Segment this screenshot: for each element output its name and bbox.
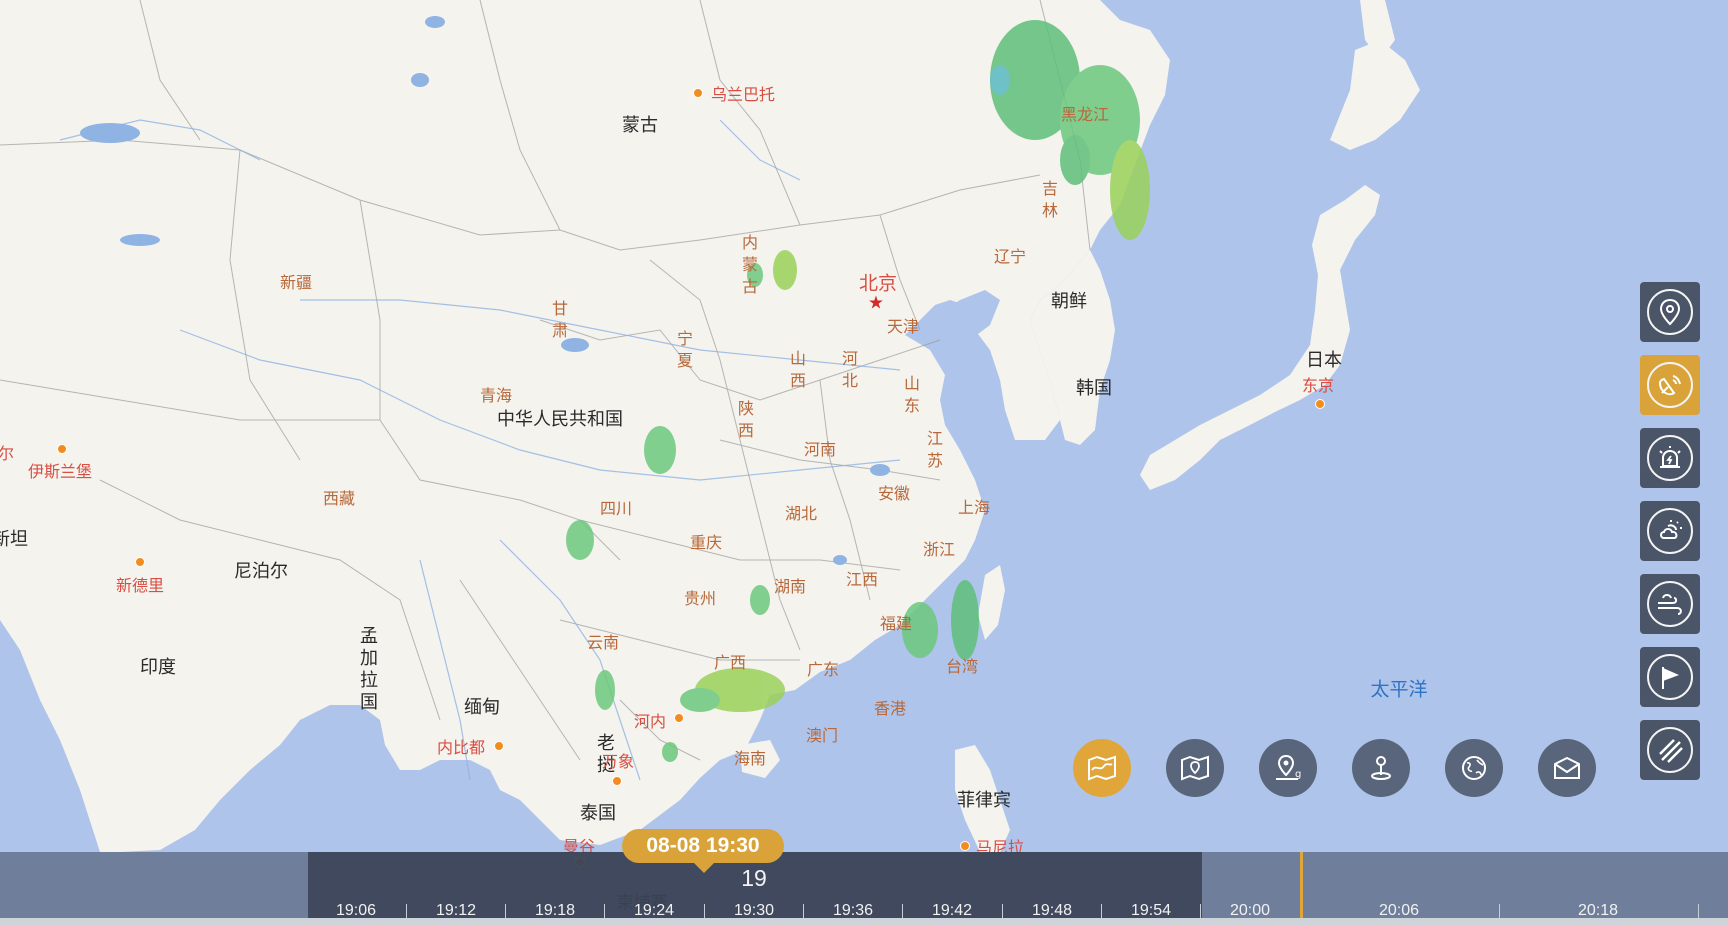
tick-line <box>704 904 705 926</box>
tick-line <box>406 904 407 926</box>
radar-dish-icon <box>1658 375 1681 396</box>
tick-label[interactable]: 19:24 <box>633 902 675 919</box>
city-dot-hanoi <box>674 713 684 723</box>
tick-label[interactable]: 20:18 <box>1577 902 1619 919</box>
land-hainan <box>740 740 780 778</box>
wind-button[interactable] <box>1640 574 1700 634</box>
tick-line <box>1101 904 1102 926</box>
map-layer-icon <box>1088 755 1116 781</box>
flag-icon <box>1662 667 1679 689</box>
tick-label[interactable]: 19:42 <box>931 902 973 919</box>
radar-button[interactable] <box>1640 355 1700 415</box>
hatch-icon <box>1659 739 1683 763</box>
tick-line <box>1499 904 1500 926</box>
tick-label[interactable]: 19:18 <box>534 902 576 919</box>
alarm-siren-icon <box>1659 446 1681 468</box>
tick-label[interactable]: 20:00 <box>1229 902 1271 919</box>
map-pin-icon: g <box>1276 754 1301 780</box>
layer-button-message[interactable] <box>1538 739 1596 797</box>
current-time-badge[interactable]: 08-08 19:30 <box>622 829 784 863</box>
city-dot-manila <box>960 841 970 851</box>
wind-icon <box>1658 594 1682 615</box>
tick-line <box>505 904 506 926</box>
tick-label[interactable]: 20:06 <box>1378 902 1420 919</box>
land-taiwan <box>978 565 1005 640</box>
land-hokkaido <box>1330 40 1420 150</box>
mail-map-icon <box>1554 756 1580 779</box>
time-badge-pointer <box>693 862 715 873</box>
more-button[interactable] <box>1640 720 1700 780</box>
tick-line <box>803 904 804 926</box>
tick-label[interactable]: 19:48 <box>1031 902 1073 919</box>
location-pin-icon <box>1659 298 1681 326</box>
city-dot-vientiane <box>612 776 622 786</box>
land-mass-asia <box>0 0 1170 852</box>
person-pin-icon <box>1371 756 1391 780</box>
tick-label[interactable]: 19:54 <box>1130 902 1172 919</box>
timeline-played-range <box>308 852 1202 926</box>
timeline-bottom-strip <box>0 918 1728 926</box>
tick-line <box>1698 904 1699 926</box>
city-dot-ulaanbaatar <box>693 88 703 98</box>
bohai-sea <box>930 290 1000 345</box>
alert-button[interactable] <box>1640 428 1700 488</box>
tick-label[interactable]: 19:30 <box>733 902 775 919</box>
city-dot-naypyidaw <box>494 741 504 751</box>
city-dot-new-delhi <box>135 557 145 567</box>
layer-button-globe[interactable] <box>1445 739 1503 797</box>
weather-button[interactable] <box>1640 501 1700 561</box>
map-outline-icon <box>1181 755 1209 781</box>
land-korea <box>1030 250 1115 445</box>
right-toolbar <box>1640 282 1700 793</box>
radar-echoes <box>566 20 1150 762</box>
tick-label[interactable]: 19:06 <box>335 902 377 919</box>
tick-line <box>604 904 605 926</box>
current-time-marker <box>1300 852 1303 918</box>
layer-button-base-map[interactable] <box>1073 739 1131 797</box>
tick-line <box>1002 904 1003 926</box>
sun-cloud-icon <box>1660 520 1682 539</box>
tick-line <box>902 904 903 926</box>
land-sakhalin <box>1360 0 1395 60</box>
city-dot-tokyo <box>1315 399 1325 409</box>
layer-button-outline[interactable] <box>1166 739 1224 797</box>
svg-text:g: g <box>1295 769 1301 780</box>
land-japan <box>1140 185 1380 490</box>
tick-line <box>1200 904 1201 926</box>
capital-star-icon: ★ <box>867 292 885 314</box>
tick-label[interactable]: 19:36 <box>832 902 874 919</box>
timeline-hour-label: 19 <box>741 865 767 891</box>
flag-button[interactable] <box>1640 647 1700 707</box>
layer-button-person[interactable] <box>1352 739 1410 797</box>
tick-label[interactable]: 19:12 <box>435 902 477 919</box>
layer-button-pin[interactable]: g <box>1259 739 1317 797</box>
timeline-bar[interactable]: 19:06 19:12 19:18 19:24 19:30 19:36 19:4… <box>0 852 1728 926</box>
location-button[interactable] <box>1640 282 1700 342</box>
city-dot-islamabad <box>57 444 67 454</box>
globe-icon <box>1462 756 1486 780</box>
land-philippines <box>955 745 1010 852</box>
